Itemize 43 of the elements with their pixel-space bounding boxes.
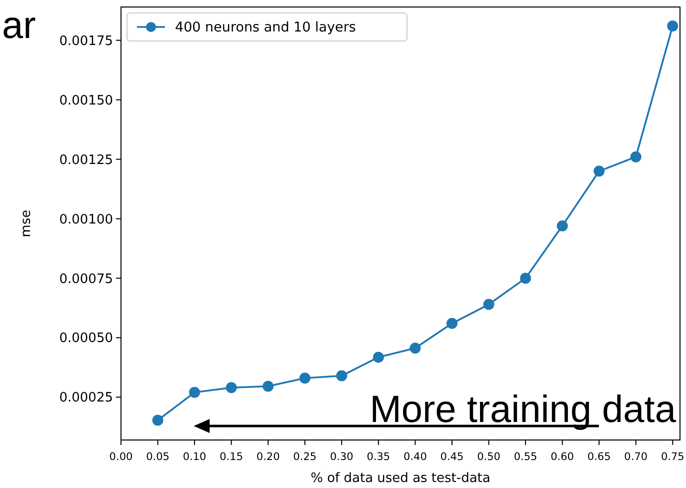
point (630, 151, 642, 162)
y-tick-label: 0.00075 (59, 272, 113, 287)
point (483, 298, 494, 310)
x-tick-label: 0.65 (587, 451, 611, 463)
text: ar (2, 5, 36, 47)
legend-label: 400 neurons and 10 layers (175, 20, 356, 36)
x-tick-label: 0.70 (624, 451, 648, 463)
x-tick-label: 0.25 (293, 451, 317, 463)
point (262, 380, 274, 392)
x-tick-label: 0.35 (366, 451, 390, 463)
point (446, 318, 458, 329)
x-tick-label: 0.60 (550, 451, 574, 463)
x-tick-label: 0.40 (404, 451, 427, 463)
point (152, 414, 164, 426)
y-tick-label: 0.00050 (59, 331, 113, 346)
point (189, 386, 200, 398)
y-tick-label: 0.00175 (59, 34, 113, 49)
x-tick-label: 0.45 (440, 451, 464, 463)
x-tick-label: 0.75 (660, 451, 684, 463)
point (372, 352, 384, 363)
x-tick-label: 0.20 (256, 451, 280, 463)
y-tick-label: 0.00025 (59, 390, 113, 406)
x-tick-label: 0.05 (146, 451, 170, 463)
point (226, 382, 237, 394)
x-tick-label: 0.10 (182, 451, 206, 463)
x-tick-label: 0.15 (220, 451, 244, 463)
point (299, 372, 310, 384)
x-axis-title: % of data used as test-data (310, 471, 490, 486)
y-axis-title: mse (19, 210, 34, 238)
point (520, 272, 532, 284)
y-tick-label: 0.00100 (59, 212, 113, 228)
point (410, 342, 421, 354)
point (594, 166, 605, 177)
x-tick-label: 0.30 (330, 451, 354, 463)
x-tick-label: 0.55 (514, 451, 538, 463)
y-tick-label: 0.00125 (59, 152, 113, 168)
point (336, 370, 348, 382)
point (667, 20, 678, 32)
x-tick-label: 0.00 (109, 451, 133, 463)
x-tick-label: 0.50 (477, 451, 500, 463)
y-tick-label: 0.00150 (59, 93, 113, 108)
point (556, 220, 568, 232)
annotation: More training data (370, 389, 677, 431)
